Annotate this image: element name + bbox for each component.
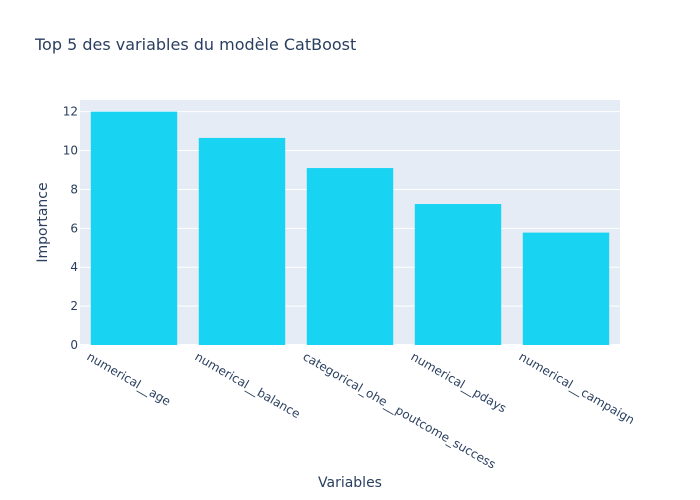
y-tick-label: 6 xyxy=(70,221,78,235)
y-tick-label: 2 xyxy=(70,299,78,313)
x-tick-label: numerical__pdays xyxy=(409,349,509,415)
y-tick-label: 10 xyxy=(63,144,78,158)
x-axis-ticks: numerical__age numerical__balancecategori… xyxy=(85,349,637,471)
bars xyxy=(90,111,610,346)
y-axis-title: Importance xyxy=(35,182,51,262)
x-tick-label: numerical__balance xyxy=(193,349,303,421)
x-axis-title: Variables xyxy=(318,475,382,491)
chart-title: Top 5 des variables du modèle CatBoost xyxy=(34,35,356,54)
y-tick-label: 0 xyxy=(70,338,78,352)
bar-numerical__pdays xyxy=(414,204,502,345)
x-tick-label: categorical_ohe__poutcome_success xyxy=(301,349,499,471)
x-tick-label: numerical__campaign xyxy=(517,349,637,427)
bar-numerical__age xyxy=(90,111,178,346)
y-tick-label: 8 xyxy=(70,182,78,196)
bar-numerical__campaign xyxy=(522,232,610,345)
y-tick-label: 4 xyxy=(70,260,78,274)
y-axis-ticks: 0 2 4 6 8 10 12 xyxy=(63,105,78,352)
bar-numerical__balance xyxy=(198,137,286,345)
y-tick-label: 12 xyxy=(63,105,78,119)
bar-categorical_ohe__poutcome_success xyxy=(306,168,394,345)
x-tick-label: numerical__age xyxy=(85,349,174,408)
